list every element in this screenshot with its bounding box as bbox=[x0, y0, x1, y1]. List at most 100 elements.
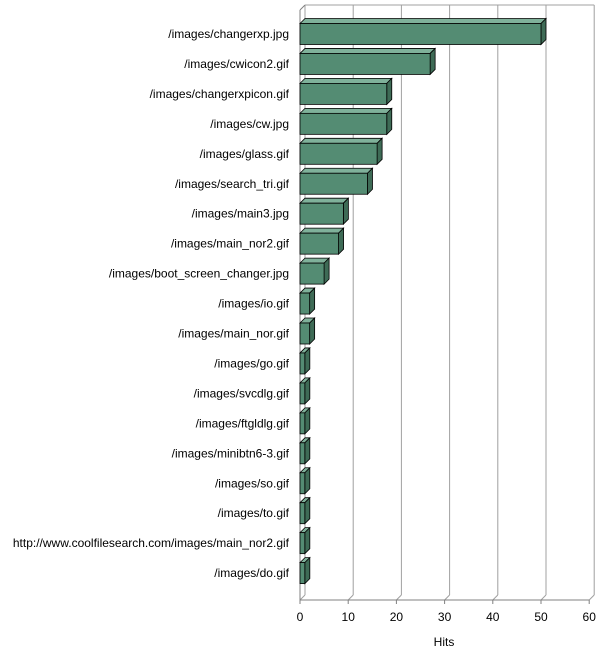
bar-front-face bbox=[299, 412, 306, 435]
bar-front-face bbox=[299, 262, 325, 285]
bar-front-face bbox=[299, 322, 311, 345]
bar bbox=[299, 17, 547, 46]
bar bbox=[299, 47, 437, 76]
x-tick-label: 60 bbox=[583, 610, 597, 624]
bar bbox=[299, 227, 345, 256]
category-label: /images/changerxpicon.gif bbox=[150, 87, 290, 101]
bar-top-face bbox=[299, 48, 437, 54]
bar-front-face bbox=[299, 382, 306, 405]
bar-front-face bbox=[299, 202, 344, 225]
category-label: /images/main_nor2.gif bbox=[171, 237, 290, 251]
category-label: /images/go.gif bbox=[214, 356, 289, 370]
floor-line bbox=[299, 594, 306, 601]
category-label: /images/glass.gif bbox=[200, 147, 290, 161]
category-label: http://www.coolfilesearch.com/images/mai… bbox=[13, 536, 290, 550]
bar bbox=[299, 406, 311, 435]
bar-top-face bbox=[299, 227, 345, 234]
bar bbox=[299, 526, 311, 555]
category-label: /images/io.gif bbox=[218, 297, 289, 311]
bar-front-face bbox=[299, 442, 306, 465]
bar-front-face bbox=[299, 352, 306, 375]
bar-side-face bbox=[309, 317, 316, 345]
bar-side-face bbox=[304, 466, 311, 495]
bar-top-face bbox=[299, 107, 393, 114]
bar bbox=[299, 137, 384, 166]
bar-side-face bbox=[386, 107, 393, 136]
category-label: /images/do.gif bbox=[214, 566, 289, 580]
bar-side-face bbox=[304, 376, 311, 405]
bar-side-face bbox=[309, 287, 316, 316]
x-tick-label: 40 bbox=[486, 610, 500, 624]
bar bbox=[299, 107, 393, 136]
category-label: /images/main3.jpg bbox=[192, 207, 289, 221]
bar-front-face bbox=[299, 562, 306, 584]
bar-front-face bbox=[299, 502, 306, 525]
bar-front-face bbox=[299, 83, 388, 105]
bar bbox=[299, 317, 316, 345]
category-label: /images/svcdlg.gif bbox=[194, 386, 290, 400]
bar bbox=[299, 167, 374, 196]
floor-line bbox=[396, 594, 402, 601]
floor-line bbox=[347, 594, 354, 601]
y-axis-top-edge bbox=[299, 4, 306, 11]
bar-side-face bbox=[304, 346, 311, 375]
bar bbox=[299, 496, 311, 525]
bar bbox=[299, 287, 316, 316]
bar-side-face bbox=[342, 197, 349, 226]
x-axis-label: Hits bbox=[434, 635, 455, 649]
bar bbox=[299, 346, 311, 375]
bar-top-face bbox=[299, 197, 350, 204]
bar-front-face bbox=[299, 532, 306, 555]
x-tick-label: 20 bbox=[390, 610, 404, 624]
category-label: /images/search_tri.gif bbox=[175, 177, 290, 191]
bars-layer bbox=[299, 17, 547, 585]
bar-top-face bbox=[299, 18, 547, 24]
bar-side-face bbox=[338, 227, 344, 256]
bar-side-face bbox=[429, 47, 436, 76]
bar-front-face bbox=[299, 232, 339, 255]
x-tick-label: 10 bbox=[342, 610, 356, 624]
category-labels: /images/changerxp.jpg/images/cwicon2.gif… bbox=[13, 27, 290, 580]
bar-side-face bbox=[304, 496, 311, 525]
x-tick-labels: 0 10 20 30 40 50 60 bbox=[297, 600, 597, 624]
x-tick-label: 0 bbox=[297, 610, 304, 624]
category-label: /images/so.gif bbox=[215, 476, 290, 490]
bar bbox=[299, 556, 311, 585]
bar bbox=[299, 197, 350, 226]
category-label: /images/minibtn6-3.gif bbox=[172, 446, 290, 460]
bar-front-face bbox=[299, 472, 306, 495]
bar-side-face bbox=[386, 77, 393, 106]
bar-side-face bbox=[540, 17, 547, 46]
bar-side-face bbox=[304, 556, 311, 585]
x-tick-label: 30 bbox=[438, 610, 452, 624]
bar-top-face bbox=[299, 167, 374, 174]
category-label: /images/cw.jpg bbox=[210, 117, 289, 131]
bar-side-face bbox=[304, 406, 311, 435]
bar-side-face bbox=[304, 436, 311, 465]
bar-side-face bbox=[376, 137, 383, 166]
bar-top-face bbox=[299, 78, 393, 84]
bar bbox=[299, 376, 311, 405]
category-label: /images/boot_screen_changer.jpg bbox=[109, 267, 289, 281]
bar-front-face bbox=[299, 172, 368, 195]
bar-front-face bbox=[299, 53, 431, 75]
floor-line bbox=[540, 594, 547, 601]
floor-line bbox=[588, 594, 595, 601]
x-tick-label: 50 bbox=[534, 610, 548, 624]
bar-side-face bbox=[323, 257, 330, 286]
category-label: /images/cwicon2.gif bbox=[184, 57, 289, 71]
bar-front-face bbox=[299, 142, 378, 165]
bar bbox=[299, 257, 331, 286]
category-label: /images/changerxp.jpg bbox=[168, 27, 289, 41]
bar-front-face bbox=[299, 292, 311, 315]
bar bbox=[299, 436, 311, 465]
bar-side-face bbox=[367, 167, 373, 196]
floor-line bbox=[492, 594, 499, 601]
category-label: /images/ftgldlg.gif bbox=[196, 416, 290, 430]
bar-top-face bbox=[299, 137, 384, 144]
bar bbox=[299, 466, 311, 495]
bar bbox=[299, 77, 393, 106]
category-label: /images/main_nor.gif bbox=[178, 327, 289, 341]
bar-side-face bbox=[304, 526, 311, 555]
